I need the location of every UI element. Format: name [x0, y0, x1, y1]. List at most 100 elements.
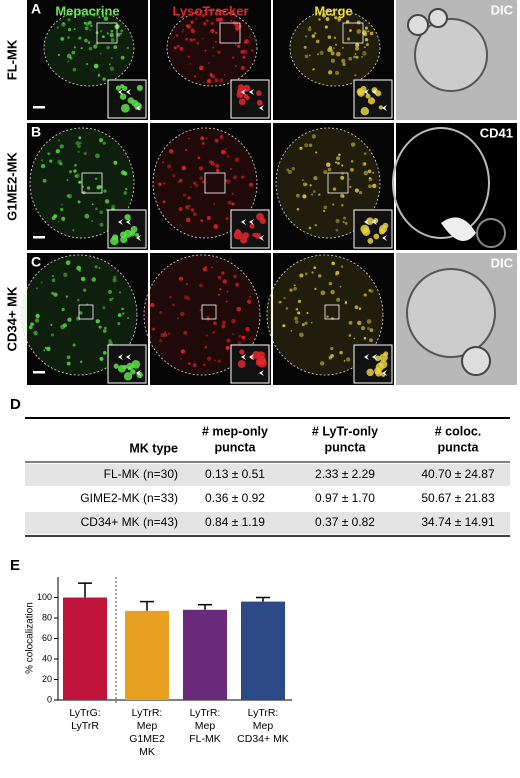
punctum [234, 43, 237, 46]
punctum [167, 164, 172, 169]
inset-punctum [131, 99, 139, 107]
punctum [293, 286, 297, 291]
inset-punctum [117, 364, 126, 373]
punctum [185, 205, 190, 210]
punctum [84, 26, 89, 31]
punctum [302, 194, 307, 199]
punctum [51, 291, 55, 295]
arrowhead [136, 370, 141, 376]
punctum [313, 175, 318, 181]
punctum [363, 32, 368, 37]
panel-letter: D [10, 396, 21, 413]
punctum [195, 17, 198, 20]
punctum [150, 302, 155, 308]
punctum [61, 216, 66, 221]
punctum [78, 36, 82, 40]
inset-punctum [256, 99, 263, 106]
punctum [193, 38, 196, 41]
punctum [49, 159, 53, 163]
punctum [98, 267, 101, 269]
table-header: # LyTr-only [312, 424, 378, 438]
punctum [213, 202, 216, 205]
inset-punctum [252, 232, 257, 237]
roi-box [204, 172, 226, 194]
punctum [328, 46, 333, 50]
punctum [112, 278, 117, 283]
punctum [91, 277, 96, 282]
punctum [237, 341, 242, 345]
inset-punctum [130, 225, 138, 233]
punctum [80, 47, 83, 50]
punctum [28, 325, 33, 330]
punctum [113, 45, 118, 49]
punctum [221, 320, 226, 325]
punctum [94, 177, 98, 180]
punctum [78, 269, 81, 272]
punctum [221, 271, 225, 275]
punctum [67, 36, 70, 39]
punctum [93, 44, 98, 49]
punctum [290, 330, 293, 332]
punctum [206, 356, 212, 361]
punctum [102, 329, 107, 333]
punctum [97, 73, 101, 77]
inset-punctum [362, 227, 371, 236]
punctum [331, 13, 334, 17]
punctum [367, 169, 372, 174]
punctum [206, 78, 212, 84]
punctum [350, 168, 354, 172]
inset-punctum [237, 88, 244, 95]
punctum [369, 31, 374, 36]
punctum [314, 223, 318, 227]
punctum [234, 65, 237, 67]
inset-punctum [367, 97, 376, 105]
punctum [102, 77, 106, 81]
punctum [63, 272, 68, 277]
punctum [83, 288, 87, 292]
punctum [120, 170, 126, 175]
punctum [297, 299, 302, 303]
punctum [103, 326, 107, 330]
inset-punctum [123, 229, 132, 238]
punctum [313, 32, 317, 35]
panel-letter: A [31, 1, 41, 17]
punctum [60, 207, 64, 212]
punctum [100, 30, 103, 33]
x-tick-label: Mep [137, 720, 158, 732]
inset-punctum [254, 232, 261, 239]
punctum [95, 319, 100, 324]
punctum [289, 288, 293, 292]
punctum [357, 320, 362, 326]
punctum [79, 360, 83, 364]
punctum [33, 323, 35, 325]
punctum [215, 163, 220, 168]
table-header: puncta [325, 440, 367, 454]
table-cell: 0.97 ± 1.70 [315, 491, 375, 505]
table-header: puncta [438, 440, 480, 454]
cell-outline [392, 127, 490, 239]
punctum [51, 216, 56, 221]
punctum [235, 282, 240, 287]
cell [406, 268, 496, 358]
panel-letter: E [10, 557, 20, 574]
punctum [217, 50, 221, 55]
punctum [366, 319, 372, 324]
column-title: LysoTracker [172, 3, 248, 18]
inset-punctum [127, 366, 132, 371]
punctum [212, 331, 215, 334]
punctum [309, 184, 312, 187]
punctum [40, 281, 43, 284]
punctum [368, 177, 373, 182]
punctum [317, 53, 319, 56]
punctum [199, 283, 203, 288]
punctum [304, 272, 308, 276]
cell-outline [143, 254, 261, 376]
punctum [294, 320, 299, 324]
punctum [330, 289, 335, 295]
punctum [327, 167, 332, 172]
punctum [214, 359, 216, 362]
punctum [335, 43, 337, 46]
blob [441, 217, 476, 241]
table-cell: 50.67 ± 21.83 [421, 491, 495, 505]
arrowhead [126, 219, 131, 225]
